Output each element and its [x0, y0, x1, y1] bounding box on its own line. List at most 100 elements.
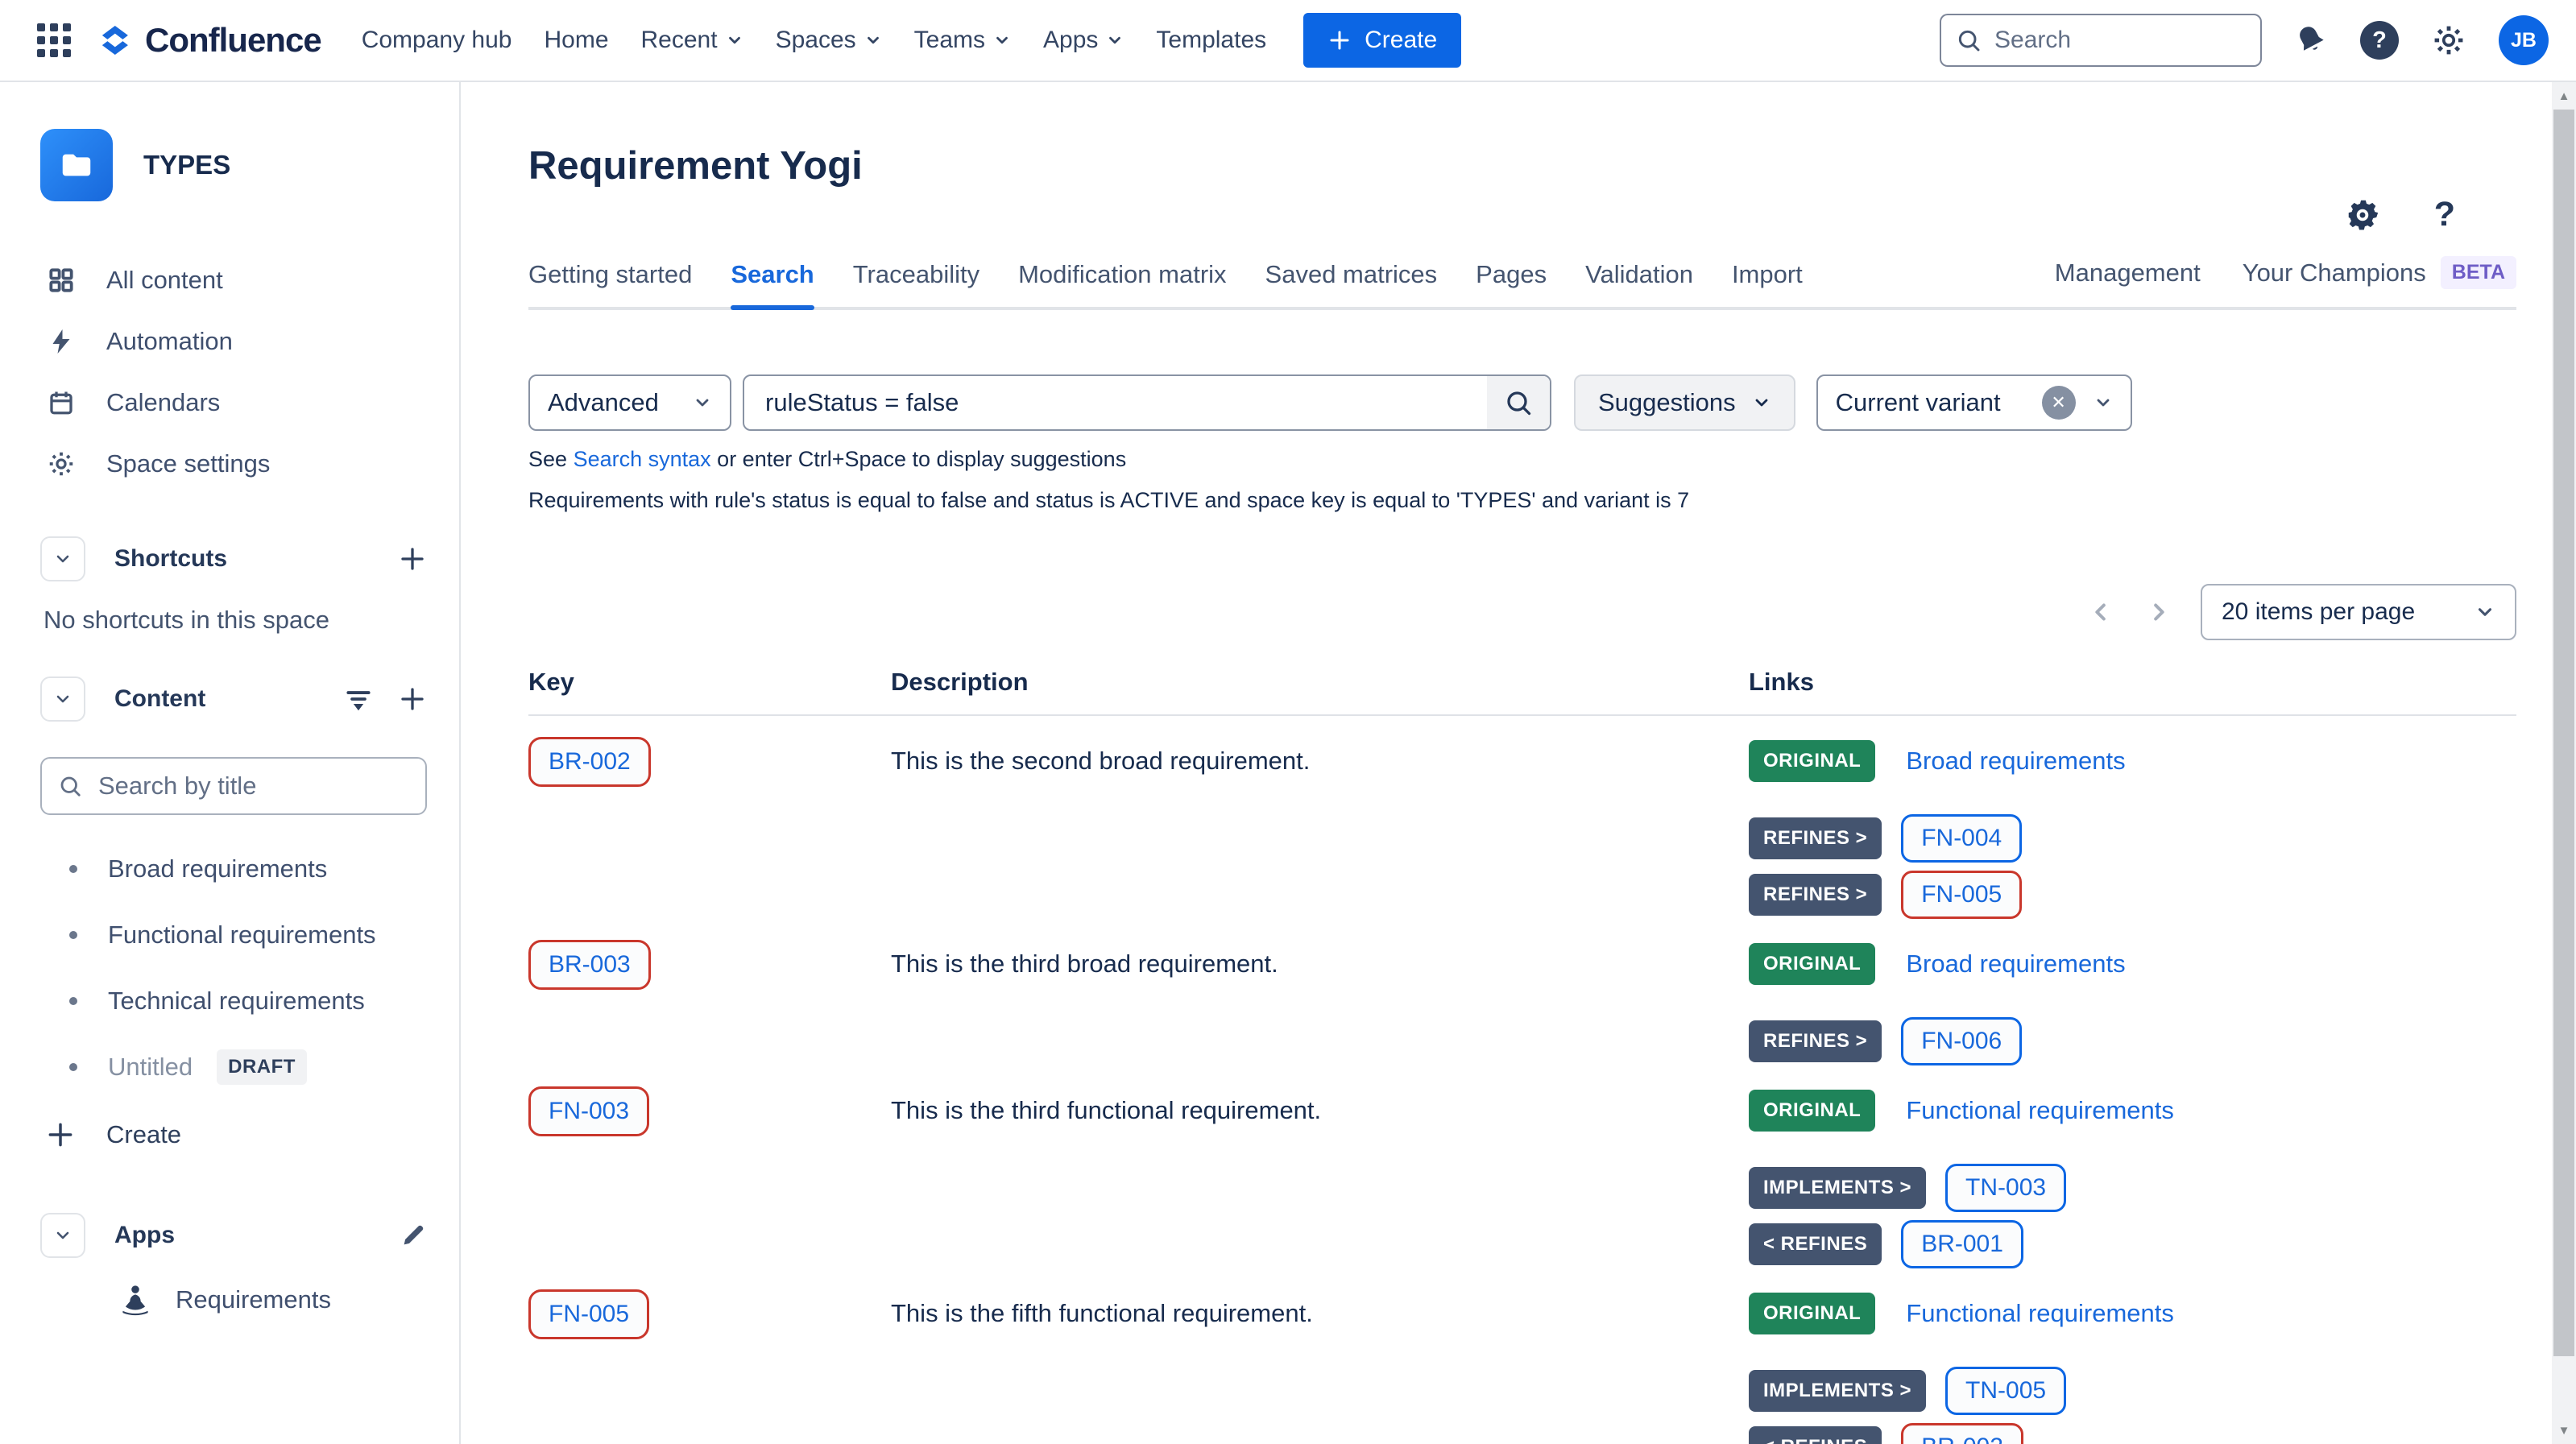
tabs-left: Getting started Search Traceability Modi… — [528, 260, 1841, 310]
sidebar-item-automation[interactable]: Automation — [40, 311, 427, 372]
relation-line: REFINES > FN-006 — [1749, 1017, 2516, 1065]
nav-item-home[interactable]: Home — [544, 27, 609, 53]
global-search-input[interactable]: Search — [1940, 14, 2262, 67]
sidebar-item-space-settings[interactable]: Space settings — [40, 433, 427, 494]
page-item-technical-requirements[interactable]: Technical requirements — [40, 968, 427, 1034]
original-badge: ORIGINAL — [1749, 1293, 1876, 1334]
variant-select[interactable]: Current variant ✕ — [1816, 374, 2132, 431]
tab-search[interactable]: Search — [731, 260, 815, 310]
nav-right-cluster: Search ? JB — [1940, 14, 2549, 67]
vertical-scrollbar[interactable]: ▲ ▼ — [2552, 82, 2576, 1444]
relation-line: IMPLEMENTS > TN-003 — [1749, 1164, 2516, 1212]
requirement-description: This is the second broad requirement. — [891, 747, 1311, 775]
tab-validation[interactable]: Validation — [1585, 260, 1693, 288]
space-header[interactable]: TYPES — [40, 129, 427, 201]
related-requirement-pill[interactable]: BR-001 — [1901, 1220, 2023, 1268]
search-mode-select[interactable]: Advanced — [528, 374, 731, 431]
nav-item-teams[interactable]: Teams — [898, 14, 1027, 67]
search-icon — [1504, 388, 1533, 417]
run-search-button[interactable] — [1487, 376, 1550, 429]
nav-item-templates[interactable]: Templates — [1156, 27, 1267, 53]
tab-your-champions[interactable]: Your Champions BETA — [2243, 256, 2516, 289]
requirement-key-pill[interactable]: FN-003 — [528, 1086, 650, 1136]
requirement-description: This is the third broad requirement. — [891, 950, 1278, 978]
query-value: ruleStatus = false — [765, 388, 959, 416]
items-per-page-select[interactable]: 20 items per page — [2201, 584, 2516, 640]
add-content-icon[interactable] — [398, 685, 427, 714]
search-syntax-link[interactable]: Search syntax — [573, 447, 711, 471]
query-input[interactable]: ruleStatus = false — [743, 374, 1551, 431]
origin-page-link[interactable]: Functional requirements — [1906, 1299, 2174, 1327]
help-icon[interactable]: ? — [2360, 21, 2399, 60]
settings-gear-icon[interactable] — [2431, 23, 2466, 58]
sidebar-item-calendars[interactable]: Calendars — [40, 372, 427, 433]
beta-badge: BETA — [2440, 256, 2516, 289]
related-requirement-pill[interactable]: BR-002 — [1901, 1423, 2023, 1444]
requirement-key-pill[interactable]: FN-005 — [528, 1289, 650, 1339]
filter-icon[interactable] — [343, 684, 374, 714]
app-switcher-icon[interactable] — [37, 23, 71, 57]
shortcuts-collapse-button[interactable] — [40, 536, 85, 581]
nav-item-spaces[interactable]: Spaces — [760, 14, 898, 67]
related-requirement-pill[interactable]: FN-004 — [1901, 814, 2023, 863]
column-header-key: Key — [528, 668, 574, 696]
scrollbar-up-arrow[interactable]: ▲ — [2557, 89, 2570, 103]
apps-collapse-button[interactable] — [40, 1213, 85, 1258]
tab-modification-matrix[interactable]: Modification matrix — [1018, 260, 1227, 288]
tab-import[interactable]: Import — [1731, 260, 1803, 288]
sidebar-item-requirements-app[interactable]: Requirements — [40, 1282, 427, 1318]
content-search-input[interactable]: Search by title — [40, 757, 427, 815]
space-sidebar: TYPES All content Automation Calendars S… — [0, 82, 461, 1444]
help-icon[interactable]: ? — [2433, 195, 2455, 234]
notifications-bell-icon[interactable] — [2288, 18, 2334, 64]
plus-icon — [1327, 28, 1352, 52]
tab-traceability[interactable]: Traceability — [852, 260, 980, 288]
requirement-key-pill[interactable]: BR-002 — [528, 737, 651, 787]
related-requirement-pill[interactable]: TN-003 — [1945, 1164, 2067, 1212]
gear-icon — [45, 449, 77, 479]
related-requirement-pill[interactable]: FN-006 — [1901, 1017, 2023, 1065]
search-icon — [1956, 27, 1982, 53]
origin-page-link[interactable]: Broad requirements — [1906, 747, 2126, 775]
tab-bar: Getting started Search Traceability Modi… — [528, 256, 2516, 310]
suggestions-button[interactable]: Suggestions — [1574, 374, 1795, 431]
content-title: Content — [114, 685, 206, 712]
tab-saved-matrices[interactable]: Saved matrices — [1265, 260, 1438, 288]
relation-badge: REFINES > — [1749, 874, 1882, 916]
edit-pencil-icon[interactable] — [400, 1222, 427, 1249]
origin-page-link[interactable]: Broad requirements — [1906, 950, 2126, 978]
origin-page-link[interactable]: Functional requirements — [1906, 1096, 2174, 1124]
page-item-broad-requirements[interactable]: Broad requirements — [40, 836, 427, 902]
nav-item-company-hub[interactable]: Company hub — [361, 27, 512, 53]
nav-item-apps[interactable]: Apps — [1027, 14, 1140, 67]
clear-variant-icon[interactable]: ✕ — [2041, 386, 2076, 420]
related-requirement-pill[interactable]: TN-005 — [1945, 1367, 2067, 1415]
confluence-logo-icon — [97, 22, 134, 59]
nav-item-recent[interactable]: Recent — [625, 14, 760, 67]
relation-badge: IMPLEMENTS > — [1749, 1167, 1927, 1209]
settings-gear-icon[interactable] — [2344, 197, 2381, 234]
tab-management[interactable]: Management — [2054, 258, 2201, 287]
page-item-functional-requirements[interactable]: Functional requirements — [40, 902, 427, 968]
confluence-logo[interactable]: Confluence — [97, 21, 322, 60]
sidebar-item-all-content[interactable]: All content — [40, 250, 427, 311]
search-controls: Advanced ruleStatus = false Suggestions … — [528, 374, 2516, 431]
requirement-key-pill[interactable]: BR-003 — [528, 940, 651, 990]
next-page-icon[interactable] — [2144, 598, 2172, 626]
page-item-untitled-draft[interactable]: Untitled DRAFT — [40, 1034, 427, 1100]
tab-getting-started[interactable]: Getting started — [528, 260, 693, 288]
relation-badge: REFINES > — [1749, 1020, 1882, 1062]
sidebar-create-button[interactable]: Create — [40, 1119, 427, 1150]
bolt-icon — [45, 327, 77, 356]
prev-page-icon[interactable] — [2088, 598, 2115, 626]
scrollbar-thumb[interactable] — [2553, 110, 2574, 1356]
add-shortcut-icon[interactable] — [398, 544, 427, 573]
space-avatar-icon — [40, 129, 113, 201]
create-button[interactable]: Create — [1303, 13, 1462, 68]
tab-pages[interactable]: Pages — [1476, 260, 1547, 288]
content-collapse-button[interactable] — [40, 676, 85, 722]
column-header-description: Description — [891, 668, 1029, 696]
scrollbar-down-arrow[interactable]: ▼ — [2557, 1423, 2570, 1438]
related-requirement-pill[interactable]: FN-005 — [1901, 871, 2023, 919]
user-avatar[interactable]: JB — [2499, 15, 2549, 65]
